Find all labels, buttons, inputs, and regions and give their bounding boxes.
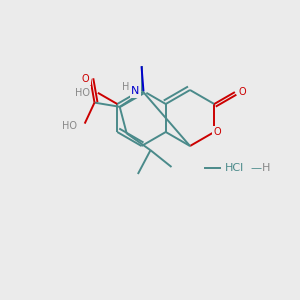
Text: O: O — [82, 74, 89, 84]
Text: H: H — [122, 82, 129, 92]
Text: O: O — [238, 87, 246, 97]
Text: N: N — [131, 86, 140, 96]
Text: O: O — [213, 127, 221, 137]
Text: HO: HO — [62, 121, 77, 130]
Text: HO: HO — [75, 88, 90, 98]
Text: HCl: HCl — [225, 163, 244, 173]
Text: —: — — [250, 163, 261, 173]
Text: H: H — [262, 163, 270, 173]
